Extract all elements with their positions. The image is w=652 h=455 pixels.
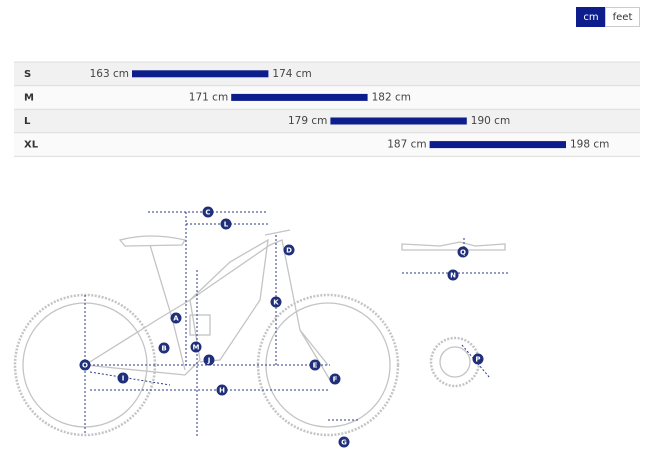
end-label: 198 cm [570, 139, 609, 151]
row-background [14, 62, 640, 86]
row-background [14, 109, 640, 133]
dimension-marker [202, 206, 214, 218]
dimension-letter: C [205, 209, 210, 217]
dimension-marker [338, 436, 350, 448]
dimension-letter: J [207, 357, 211, 365]
size-label: XL [24, 140, 39, 151]
dimension-marker [457, 246, 469, 258]
bike-diagram [13, 229, 506, 437]
dimension-letter: N [450, 272, 456, 280]
size-label: M [24, 92, 34, 103]
dimension-lines [84, 211, 508, 438]
range-bar [330, 117, 467, 125]
dimension-letter: D [286, 247, 292, 255]
end-label: 174 cm [272, 68, 311, 80]
row-background [14, 85, 640, 110]
dimension-marker [270, 296, 282, 308]
size-label: S [24, 69, 31, 80]
dimension-marker [216, 384, 228, 396]
dimension-letter: O [82, 362, 88, 370]
dimension-letter: L [224, 221, 229, 229]
start-label: 179 cm [288, 115, 327, 127]
dimension-letter: A [173, 315, 179, 323]
range-bar [231, 93, 368, 101]
dimension-letter: P [475, 356, 480, 364]
start-label: 163 cm [90, 68, 129, 80]
dimension-marker [472, 353, 484, 365]
dimension-marker [309, 359, 321, 371]
dimension-letter: K [273, 299, 279, 307]
dimension-letter: G [341, 439, 347, 447]
start-label: 171 cm [189, 91, 228, 103]
dimension-letter: I [122, 375, 125, 383]
dimension-marker [220, 218, 232, 230]
unit-cm-button[interactable]: cm [576, 7, 606, 27]
dimension-marker [447, 269, 459, 281]
range-bar [132, 70, 269, 78]
unit-feet-button[interactable]: feet [605, 7, 640, 27]
dimension-letter: E [313, 362, 318, 370]
dimension-marker [117, 372, 129, 384]
dimension-letter: M [193, 344, 200, 352]
dimension-letter: B [161, 345, 166, 353]
row-background [14, 132, 640, 157]
dimension-marker [79, 359, 91, 371]
range-bar [429, 141, 566, 149]
start-label: 187 cm [387, 139, 426, 151]
dimension-marker [190, 341, 202, 353]
dimension-marker [203, 354, 215, 366]
end-label: 190 cm [471, 115, 510, 127]
dimension-marker [329, 373, 341, 385]
dimension-letter: F [333, 376, 338, 384]
end-label: 182 cm [372, 91, 411, 103]
dimension-letter: H [219, 387, 225, 395]
dimension-marker [170, 312, 182, 324]
dimension-marker [283, 244, 295, 256]
dimension-marker [158, 342, 170, 354]
dimension-letter: Q [460, 249, 466, 257]
size-label: L [24, 116, 31, 127]
